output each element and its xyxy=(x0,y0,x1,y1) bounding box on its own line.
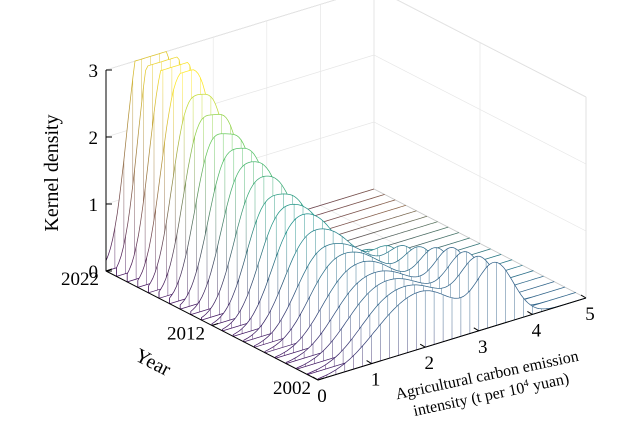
x-axis-label-sup: 4 xyxy=(522,378,529,390)
x-tick xyxy=(366,360,372,365)
x-axis-label: Agricultural carbon emission intensity (… xyxy=(394,348,580,420)
z-tick-label: 1 xyxy=(89,195,99,216)
x-tick xyxy=(312,376,319,381)
z-tick-label: 3 xyxy=(89,61,99,82)
z-tick-label: 2 xyxy=(89,128,99,149)
x-tick xyxy=(419,343,426,348)
x-tick-label: 0 xyxy=(317,386,327,407)
x-tick-label: 3 xyxy=(478,337,488,358)
z-tick-label: 0 xyxy=(89,262,99,283)
y-tick-label: 2012 xyxy=(167,324,205,345)
x-tick xyxy=(473,327,480,332)
x-tick xyxy=(527,310,533,315)
y-tick xyxy=(317,377,325,381)
x-tick xyxy=(580,294,587,299)
x-tick-label: 4 xyxy=(532,320,542,341)
grid-z-line xyxy=(105,0,587,98)
y-tick xyxy=(211,323,219,326)
y-axis-label: Year xyxy=(131,344,174,380)
z-axis-label: Kernel density xyxy=(41,114,63,231)
x-axis-line xyxy=(317,297,587,381)
x-tick-label: 5 xyxy=(585,304,595,325)
y-tick-label: 2002 xyxy=(273,378,311,399)
y-tick-label: 2022 xyxy=(61,269,99,290)
x-tick-label: 1 xyxy=(371,370,381,391)
density-ridges xyxy=(105,51,587,381)
x-tick-label: 2 xyxy=(424,353,434,374)
